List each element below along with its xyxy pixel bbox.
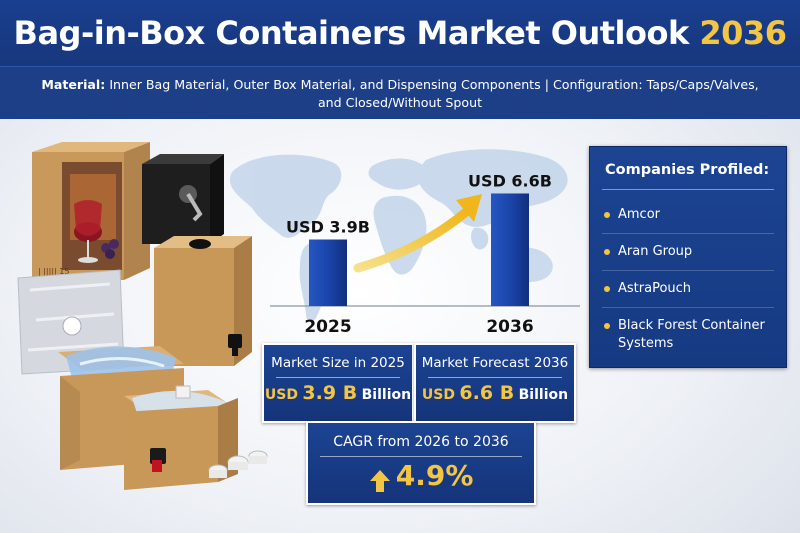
subtitle-material-text: Inner Bag Material, Outer Box Material, …: [109, 77, 541, 92]
subtitle-config-text: Configuration: Taps/Caps/Valves, and Clo…: [317, 77, 759, 110]
growth-bar-chart: USD 3.9B 2025 USD 6.6B 2036: [270, 171, 580, 337]
market-size-label: Market Size in 2025: [271, 355, 405, 371]
market-size-prefix: USD: [264, 387, 298, 403]
companies-heading: Companies Profiled:: [605, 162, 770, 178]
x-tick-label: 2025: [304, 317, 351, 337]
market-forecast-unit: Billion: [518, 387, 569, 403]
market-forecast-number: 6.6 B: [459, 382, 515, 404]
bag-in-box-products-illustration: | ||||| 15: [17, 142, 268, 490]
bullet-icon: [604, 286, 610, 292]
company-item: Black Forest Container Systems: [590, 308, 786, 362]
page-title: Bag-in-Box Containers Market Outlook 203…: [0, 14, 800, 52]
bar-2036: [491, 193, 529, 306]
company-item: AstraPouch: [590, 271, 786, 307]
bullet-icon: [604, 249, 610, 255]
cagr-value-row: 4.9%: [308, 461, 534, 493]
cagr-divider: [320, 456, 522, 457]
company-name: AstraPouch: [618, 281, 692, 296]
company-item: Aran Group: [590, 234, 786, 270]
market-forecast-value: USD 6.6 B Billion: [416, 382, 574, 404]
market-forecast-label: Market Forecast 2036: [421, 355, 569, 371]
subtitle-material-label: Material:: [41, 77, 106, 92]
subtitle-separator: |: [544, 77, 549, 92]
bullet-icon: [604, 323, 610, 329]
market-size-unit: Billion: [361, 387, 412, 403]
market-forecast-divider: [428, 377, 562, 378]
companies-heading-divider: [602, 189, 774, 190]
bar-data-label: USD 6.6B: [468, 171, 552, 190]
title-year: 2036: [699, 14, 787, 52]
market-forecast-prefix: USD: [421, 387, 455, 403]
cardboard-box-tap-icon: [154, 236, 252, 366]
market-size-value: USD 3.9 B Billion: [264, 382, 412, 404]
wine-box-icon: | ||||| 15: [32, 142, 150, 280]
market-size-number: 3.9 B: [302, 382, 358, 404]
company-separator: [602, 307, 774, 308]
companies-list: Amcor Aran Group AstraPouch Black Forest Co…: [590, 190, 786, 362]
black-dispenser-icon: [142, 154, 224, 244]
subtitle-bar: Material: Inner Bag Material, Outer Box …: [0, 66, 800, 119]
x-tick-label: 2036: [486, 317, 533, 337]
company-separator: [602, 270, 774, 271]
cagr-card: CAGR from 2026 to 2036 4.9%: [306, 421, 536, 505]
companies-profiled-panel: Companies Profiled: Amcor Aran Group Astra…: [589, 146, 787, 368]
growth-arrowhead-icon: [456, 194, 482, 222]
cagr-value: 4.9%: [395, 459, 474, 492]
bullet-icon: [604, 212, 610, 218]
wine-box-print: | ||||| 15: [38, 267, 69, 276]
caps-icon: [208, 450, 268, 478]
arrow-up-icon: [369, 469, 390, 492]
company-item: Amcor: [590, 190, 786, 233]
market-size-divider: [276, 377, 400, 378]
title-main: Bag-in-Box Containers Market Outlook: [13, 14, 690, 52]
growth-arrow-icon: [353, 207, 471, 273]
company-name: Amcor: [618, 207, 661, 222]
bar-2025: [309, 239, 347, 306]
front-box-tap-icon: [124, 385, 238, 490]
cagr-label: CAGR from 2026 to 2036: [333, 434, 509, 450]
company-separator: [602, 233, 774, 234]
company-name: Aran Group: [618, 244, 693, 259]
subtitle: Material: Inner Bag Material, Outer Box …: [30, 76, 770, 112]
market-forecast-card: Market Forecast 2036 USD 6.6 B Billion: [414, 343, 576, 423]
market-size-card: Market Size in 2025 USD 3.9 B Billion: [262, 343, 414, 423]
company-name: Black Forest Container Systems: [618, 318, 765, 351]
bar-data-label: USD 3.9B: [286, 218, 370, 237]
